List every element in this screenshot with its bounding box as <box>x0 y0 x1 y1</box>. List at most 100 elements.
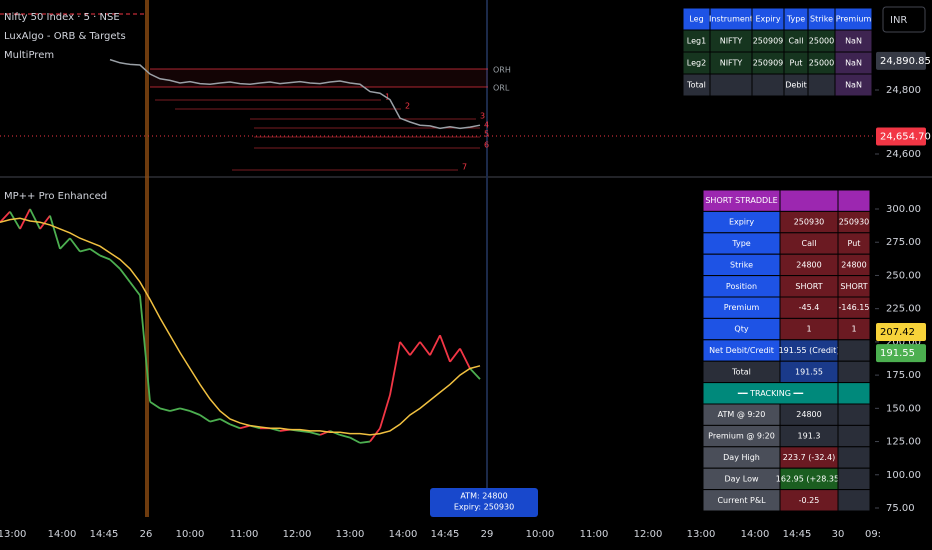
legs-cell <box>807 73 836 97</box>
target-label: 7 <box>462 163 467 172</box>
series-segment <box>349 436 361 444</box>
y-tick-label: 300.00 <box>886 204 921 215</box>
legs-header-text: Instrument <box>709 15 753 24</box>
legs-text: 25000 <box>809 59 834 68</box>
series-segment <box>169 407 181 412</box>
price-badge <box>876 344 926 363</box>
tracking-value-text: 223.7 (-32.4) <box>783 453 835 462</box>
time-label: 10:00 <box>526 529 555 540</box>
session-marker <box>145 0 149 517</box>
series-segment <box>359 440 371 444</box>
series-segment <box>409 341 421 356</box>
straddle-value-text: 250930 <box>839 218 870 227</box>
tracking-value-text: 24800 <box>796 410 821 419</box>
straddle-label-text: Total <box>731 367 751 376</box>
tracking-value-cell <box>837 424 871 448</box>
legs-text: Leg2 <box>687 59 706 68</box>
straddle-label-text: Expiry <box>729 218 754 227</box>
time-label: 13:00 <box>687 529 716 540</box>
legs-header-text: Type <box>786 15 805 24</box>
legs-text: 25000 <box>809 37 834 46</box>
series-line <box>109 58 481 130</box>
series-segment <box>239 424 251 430</box>
price-badge-label: 191.55 <box>880 348 915 359</box>
time-label: 14:45 <box>783 529 812 540</box>
series-segment <box>449 347 461 363</box>
y-tick-label: 24,800 <box>886 85 921 96</box>
series-segment <box>79 247 91 253</box>
price-badge-label: 207.42 <box>880 327 915 338</box>
time-label: 26 <box>140 529 153 540</box>
legs-text: NIFTY <box>720 59 743 68</box>
tracking-label-text: Current P&L <box>717 496 766 505</box>
tracking-header-text: ━━ TRACKING ━━ <box>737 389 803 398</box>
legs-text: Total <box>686 81 706 90</box>
currency-label: INR <box>890 15 907 26</box>
straddle-label-text: Strike <box>730 260 753 269</box>
time-label: 13:00 <box>0 529 26 540</box>
straddle-value-text: -45.4 <box>799 303 820 312</box>
series-segment <box>99 254 111 261</box>
time-label: 10:00 <box>176 529 205 540</box>
target-label: 6 <box>484 141 489 150</box>
series-segment <box>419 341 431 356</box>
tracking-value-cell <box>837 489 871 512</box>
time-label: 14:00 <box>389 529 418 540</box>
y-tick-label: 175.00 <box>886 370 921 381</box>
price-badge <box>876 51 926 70</box>
legs-cell <box>709 73 753 97</box>
straddle-value-text: SHORT <box>840 282 867 291</box>
straddle-label-text: Premium <box>724 303 760 312</box>
currency-button[interactable] <box>882 6 926 33</box>
series-segment <box>159 407 171 412</box>
series-segment <box>339 434 351 439</box>
series-segment <box>439 334 451 363</box>
series-segment <box>219 418 231 426</box>
series-segment <box>109 258 121 270</box>
legend-symbol: Nifty 50 Index · 5 · NSE <box>4 12 120 23</box>
series-segment <box>69 237 81 253</box>
time-label: 14:45 <box>431 529 460 540</box>
series-segment <box>209 418 221 423</box>
legs-text: Call <box>789 37 804 46</box>
straddle-value-text: Put <box>848 239 861 248</box>
time-label: 09: <box>865 529 881 540</box>
legs-header-text: Strike <box>810 15 833 24</box>
orb-low-label: ORL <box>493 84 510 93</box>
straddle-value-text: SHORT <box>795 282 822 291</box>
time-label: 12:00 <box>634 529 663 540</box>
price-badge-label: 24,890.85 <box>880 56 931 67</box>
y-tick-label: 250.00 <box>886 270 921 281</box>
y-tick-label: 225.00 <box>886 304 921 315</box>
y-tick-label: 24,600 <box>886 149 921 160</box>
straddle-header-cell <box>837 189 871 212</box>
legs-cell <box>834 73 873 97</box>
time-label: 14:45 <box>90 529 119 540</box>
legs-text: 250909 <box>753 37 784 46</box>
time-label: 12:00 <box>283 529 312 540</box>
series-segment <box>29 208 41 230</box>
legend-indicator: LuxAlgo - ORB & Targets <box>4 31 126 42</box>
tracking-value-text: 162.95 (+28.35) <box>776 474 842 483</box>
target-label: 3 <box>480 112 485 121</box>
time-label: 14:00 <box>48 529 77 540</box>
straddle-value-text: 191.55 <box>795 367 823 376</box>
tracking-header-cell <box>837 382 871 405</box>
straddle-value-cell <box>837 339 871 362</box>
straddle-label-text: Position <box>726 282 757 291</box>
series-segment <box>229 423 241 430</box>
legs-text: NaN <box>845 37 862 46</box>
target-label: 5 <box>484 130 489 139</box>
legs-text: NaN <box>845 81 862 90</box>
straddle-value-text: 191.55 (Credit) <box>779 346 840 355</box>
series-segment <box>309 431 321 436</box>
orb-high-label: ORH <box>493 66 511 75</box>
series-segment <box>139 295 151 402</box>
series-segment <box>179 407 191 412</box>
straddle-label-text: Qty <box>734 325 748 334</box>
legs-header-text: Premium <box>836 15 872 24</box>
straddle-value-text: 1 <box>806 325 811 334</box>
price-badge <box>876 127 926 146</box>
price-badge-label: 24,654.70 <box>880 131 931 142</box>
straddle-value-text: -146.15 <box>839 303 870 312</box>
